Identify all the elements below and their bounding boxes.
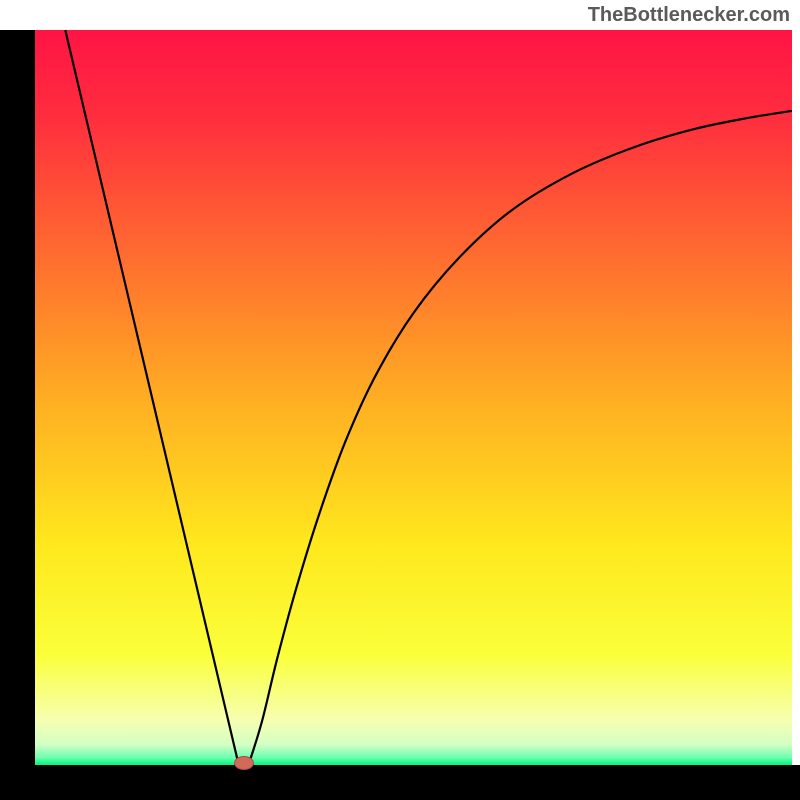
curve-layer <box>0 0 800 800</box>
curve-right-arc <box>249 111 792 763</box>
curve-left-line <box>65 30 238 761</box>
watermark-text: TheBottlenecker.com <box>588 4 790 27</box>
chart-container: TheBottlenecker.com <box>0 0 800 800</box>
